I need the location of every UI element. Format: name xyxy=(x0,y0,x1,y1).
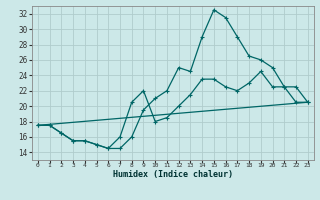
X-axis label: Humidex (Indice chaleur): Humidex (Indice chaleur) xyxy=(113,170,233,179)
